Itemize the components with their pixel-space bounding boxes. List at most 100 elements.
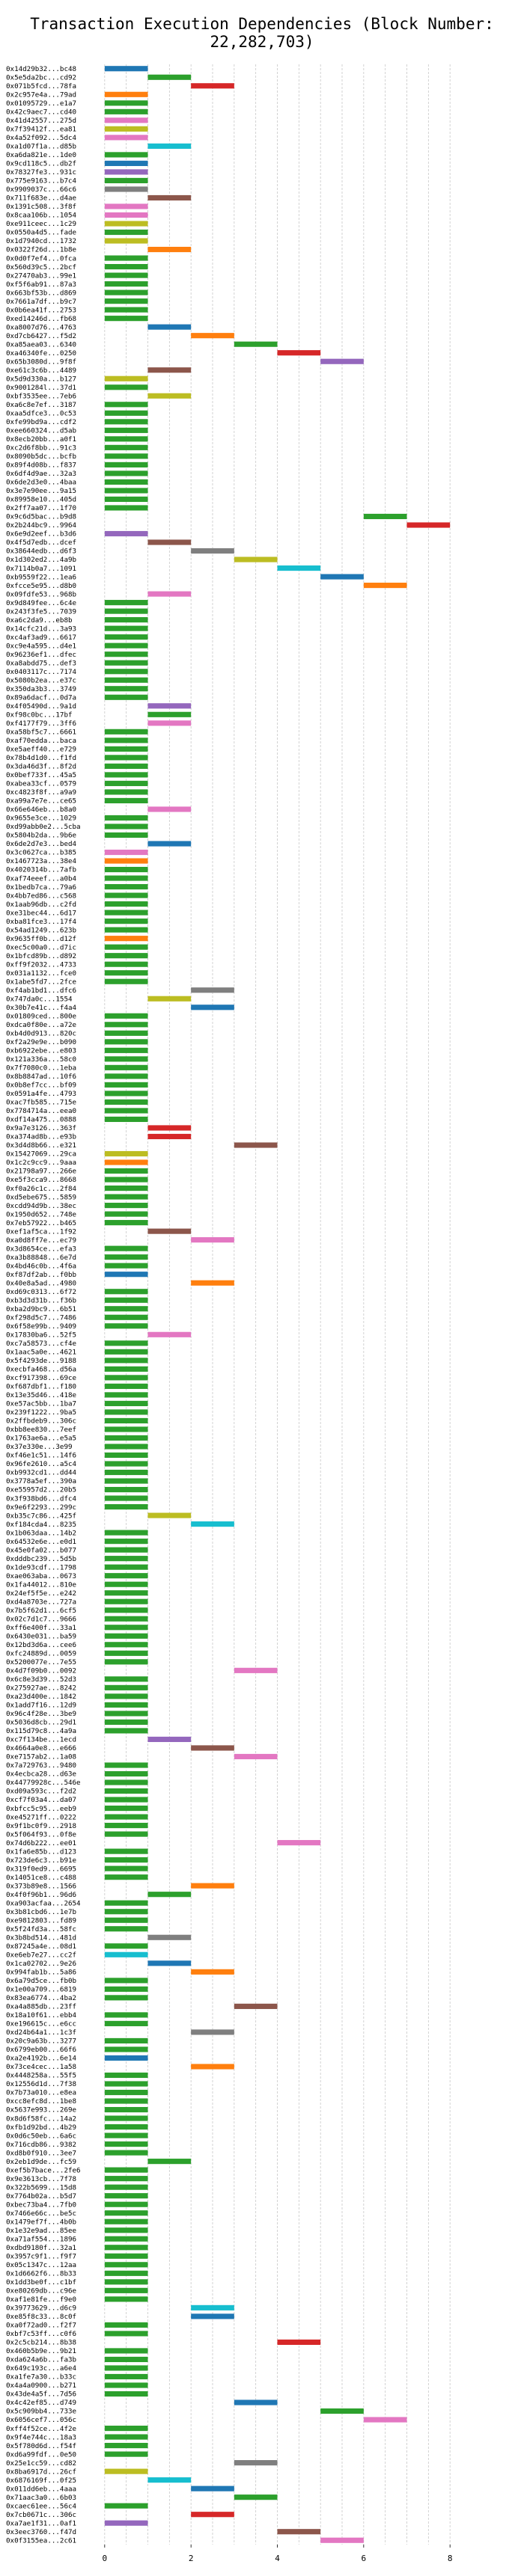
tx-bar (191, 2313, 234, 2319)
tx-bar (104, 530, 148, 537)
tx-bar (104, 2425, 148, 2432)
tx-bar (104, 2150, 148, 2156)
tx-bar (104, 289, 148, 295)
tx-label: 0x5f24fd3a...58fc (6, 1925, 76, 1933)
tx-label: 0xa903acfaa...2654 (6, 1899, 81, 1907)
tx-bar (277, 2339, 321, 2345)
tx-label: 0xaf1e81fe...f9e0 (6, 2296, 76, 2304)
tx-label: 0xd09a593c...f2d2 (6, 1788, 76, 1796)
tx-bar (104, 1909, 148, 1915)
tx-label: 0xa46340fe...0250 (6, 349, 76, 358)
tx-bar (191, 2029, 234, 2035)
tx-bar (104, 1633, 148, 1639)
tx-label: 0x7b73a010...e8ea (6, 2089, 76, 2097)
tx-bar (104, 2046, 148, 2052)
tx-bar (104, 669, 148, 675)
tx-bar (104, 238, 148, 244)
tx-label: 0xbfcc5c95...eeb9 (6, 1805, 76, 1813)
tx-bar (104, 2055, 148, 2061)
tx-label: 0x4f05490d...9a1d (6, 702, 76, 711)
tx-bar (147, 720, 192, 726)
tx-label: 0xe45271ff...0222 (6, 1813, 76, 1821)
tx-bar (104, 1220, 148, 1226)
tx-label: 0x7f39412f...ea81 (6, 126, 76, 134)
tx-bar (191, 1745, 234, 1751)
x-tick-label: 2 (189, 2554, 194, 2563)
tx-label: 0xff4f52ce...4f2e (6, 2425, 76, 2433)
tx-bar (104, 1254, 148, 1260)
tx-bar (104, 1539, 148, 1545)
tx-bar (104, 1185, 148, 1192)
tx-bar (191, 1005, 234, 1011)
tx-bar (104, 1917, 148, 1923)
tx-label: 0x1bedb7ca...79a6 (6, 883, 76, 892)
tx-bar (104, 2468, 148, 2474)
tx-bar (104, 1642, 148, 1648)
tx-label: 0x38644edb...d6f3 (6, 548, 76, 556)
tx-label: 0xee660324...d5ab (6, 427, 76, 435)
tx-label: 0x1479ef7f...4b0b (6, 2218, 76, 2226)
tx-label: 0xa374ad8b...e93b (6, 1133, 76, 1141)
tx-label: 0xd99abb0e2...5cba (6, 823, 81, 831)
tx-bar (104, 2141, 148, 2147)
tx-label: 0x1dd3be0f...c1bf (6, 2278, 76, 2287)
tx-label: 0x373b89e8...1566 (6, 1882, 76, 1890)
tx-bar (104, 824, 148, 829)
tx-label: 0x1d7940cd...1732 (6, 237, 76, 245)
tx-label: 0xdbd9180f...32a1 (6, 2244, 76, 2252)
tx-label: 0x4020314b...7afb (6, 866, 76, 874)
tx-label: 0xa8abdd75...def3 (6, 659, 76, 667)
tx-label: 0x8ecb20bb...a0f1 (6, 435, 76, 444)
tx-label: 0xe5f3cca9...8668 (6, 1176, 76, 1184)
tx-label: 0xd7cb6427...f5d2 (6, 332, 76, 340)
tx-label: 0xcaec61ee...56c4 (6, 2502, 77, 2510)
x-tick-label: 6 (362, 2554, 367, 2563)
tx-label: 0x1bfcd89b...d892 (6, 952, 76, 960)
tx-label: 0x44779928c...546e (6, 1779, 81, 1787)
tx-label: 0xf184cda4...8235 (6, 1521, 76, 1529)
tx-label: 0xd6a99fdf...0e50 (6, 2450, 76, 2459)
tx-bar (104, 505, 148, 511)
tx-label: 0xfe99bd9a...cdf2 (6, 418, 76, 426)
tx-bar (104, 884, 148, 890)
tx-bar (104, 221, 148, 227)
tx-label: 0x8d6f58fc...14a2 (6, 2115, 76, 2123)
tx-label: 0xcf917398...69ce (6, 1374, 76, 1382)
tx-bar (104, 2089, 148, 2096)
tx-label: 0x5c909bb4...733e (6, 2408, 76, 2416)
tx-bar (191, 2512, 234, 2518)
tx-bar (104, 2365, 148, 2371)
tx-label: 0x9001284l...37d1 (6, 384, 76, 392)
tx-label: 0xcf7f03a4...da07 (6, 1796, 76, 1804)
tx-bar (104, 1728, 148, 1734)
tx-label: 0xaf70edda...baca (6, 737, 76, 745)
tx-bar (104, 1417, 148, 1424)
tx-bar (104, 1400, 148, 1406)
tx-label: 0x1de93cdf...1798 (6, 1563, 76, 1571)
tx-label: 0x9655e3ce...1029 (6, 815, 76, 823)
tx-bar (104, 1659, 148, 1665)
tx-bar (104, 1366, 148, 1372)
tx-bar (104, 2279, 148, 2285)
tx-label: 0xe911ceec...1c29 (6, 220, 76, 228)
tx-bar (104, 901, 148, 907)
tx-label: 0x3b8bd514...481d (6, 1933, 76, 1942)
tx-label: 0x0591a4fe...4793 (6, 1090, 76, 1098)
tx-bar (147, 1331, 192, 1337)
tx-label: 0x4c42ef85...d749 (6, 2399, 76, 2407)
tx-bar (104, 919, 148, 924)
tx-bar (104, 1297, 148, 1303)
tx-label: 0xd4a8703e...727a (6, 1598, 76, 1606)
tx-bar (104, 2037, 148, 2044)
tx-bar (104, 453, 148, 459)
tx-label: 0x1c2c9cc9...9aaa (6, 1159, 76, 1167)
tx-label: 0xb6922ebe...e803 (6, 1047, 76, 1055)
tx-label: 0x15427069...29ca (6, 1150, 76, 1159)
tx-bar (104, 1469, 148, 1476)
tx-label: 0xa1d07f1a...d85b (6, 143, 76, 151)
tx-label: 0x96c4f28e...3be9 (6, 1710, 76, 1718)
tx-label: 0x2ff7aa07...1f70 (6, 504, 76, 512)
tx-label: 0xf4177f79...3ff6 (6, 720, 76, 728)
tx-bar (104, 858, 148, 864)
